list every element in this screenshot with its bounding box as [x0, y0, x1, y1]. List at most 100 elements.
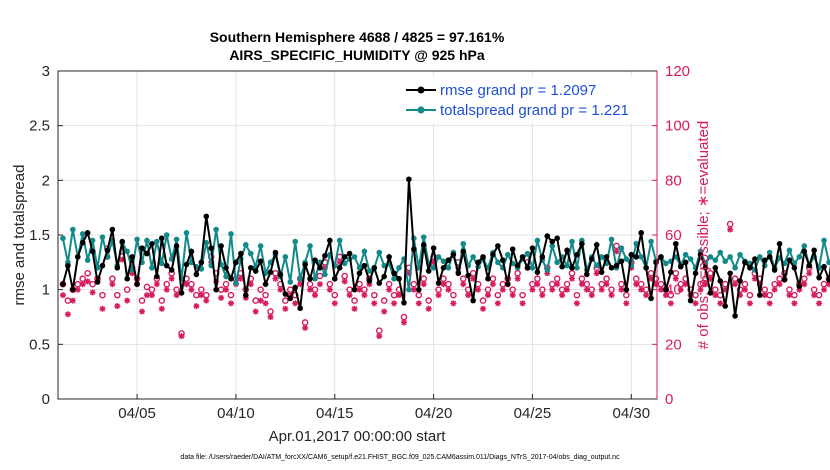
rmse-point: [658, 254, 664, 260]
totalspread-point: [124, 248, 130, 255]
obs-evaluated-marker: [460, 281, 467, 288]
rmse-point: [490, 251, 496, 258]
obs-evaluated-marker: [336, 259, 343, 266]
obs-evaluated-marker: [114, 303, 121, 310]
obs-possible-marker: [371, 291, 378, 299]
obs-evaluated-marker: [79, 281, 86, 288]
obs-possible-marker: [257, 286, 264, 293]
rmse-point: [346, 250, 353, 257]
x-tick-label: 04/05: [118, 405, 156, 422]
rmse-point: [262, 281, 269, 288]
obs-evaluated-marker: [203, 297, 210, 304]
obs-evaluated-marker: [756, 281, 763, 288]
obs-evaluated-marker: [554, 281, 561, 288]
totalspread-point: [687, 256, 694, 262]
rmse-point: [84, 230, 91, 236]
obs-evaluated-marker: [653, 281, 660, 288]
obs-evaluated-marker: [593, 270, 600, 277]
chart-subtitle: AIRS_SPECIFIC_HUMIDITY @ 925 hPa: [229, 47, 485, 63]
rmse-point: [233, 259, 239, 266]
rmse-point: [401, 299, 407, 306]
rmse-point: [158, 235, 165, 242]
totalspread-point: [154, 238, 160, 245]
obs-possible-marker: [637, 280, 645, 288]
rmse-point: [198, 259, 205, 266]
rmse-point: [287, 295, 294, 302]
rmse-point: [495, 243, 501, 249]
obs-possible-marker: [583, 280, 591, 288]
obs-evaluated-marker: [489, 281, 496, 288]
totalspread-point: [322, 271, 328, 278]
rmse-point: [826, 277, 830, 283]
obs-evaluated-marker: [218, 294, 225, 301]
rmse-point: [663, 286, 669, 293]
obs-possible-marker: [336, 253, 344, 261]
totalspread-point: [529, 265, 536, 271]
obs-evaluated-marker: [475, 286, 482, 293]
totalspread-point: [727, 254, 733, 260]
obs-evaluated-marker: [346, 292, 353, 299]
rmse-point: [584, 271, 590, 278]
rmse-point: [104, 247, 111, 254]
obs-evaluated-marker: [667, 300, 674, 307]
obs-evaluated-marker: [227, 300, 234, 307]
totalspread-point: [801, 243, 808, 249]
obs-evaluated-marker: [662, 292, 669, 299]
totalspread-point: [307, 243, 313, 249]
totalspread-point: [524, 250, 531, 257]
totalspread-point: [786, 247, 793, 254]
rmse-point: [119, 238, 126, 245]
obs-evaluated-marker: [776, 281, 783, 288]
obs-possible-marker: [64, 297, 72, 304]
obs-evaluated-marker: [539, 292, 546, 299]
obs-possible-marker: [578, 275, 586, 283]
obs-evaluated-marker: [484, 292, 491, 299]
obs-possible-marker: [316, 272, 324, 280]
obs-possible-marker: [499, 280, 507, 288]
rmse-point: [544, 233, 551, 239]
obs-evaluated-marker: [549, 286, 556, 293]
rmse-point: [223, 265, 229, 271]
rmse-point: [569, 265, 575, 271]
totalspread-point: [796, 254, 803, 260]
obs-possible-marker: [786, 286, 793, 293]
totalspread-point: [70, 226, 76, 233]
obs-evaluated-marker: [697, 286, 704, 293]
obs-evaluated-marker: [410, 286, 417, 293]
obs-evaluated-marker: [598, 286, 605, 293]
obs-possible-marker: [568, 269, 576, 277]
obs-evaluated-marker: [786, 292, 793, 299]
obs-evaluated-marker: [400, 319, 407, 326]
totalspread-point: [223, 273, 229, 280]
obs-possible-marker: [326, 280, 334, 288]
totalspread-point: [79, 231, 86, 237]
obs-evaluated-marker: [139, 308, 146, 315]
rmse-point: [282, 291, 289, 297]
totalspread-point: [470, 254, 476, 260]
obs-evaluated-marker: [722, 286, 729, 293]
rmse-point: [396, 275, 402, 282]
obs-evaluated-marker: [583, 286, 590, 293]
obs-evaluated-marker: [821, 286, 828, 293]
totalspread-point: [598, 254, 605, 260]
rmse-point: [188, 248, 195, 255]
obs-evaluated-marker: [331, 300, 338, 307]
rmse-point: [653, 259, 659, 266]
obs-possible-marker: [459, 275, 467, 283]
totalspread-point: [608, 236, 615, 243]
rmse-point: [430, 245, 437, 251]
rmse-point: [425, 268, 432, 274]
totalspread-point: [766, 249, 773, 256]
rmse-point: [60, 281, 66, 288]
rmse-point: [593, 242, 600, 248]
rmse-point: [727, 270, 733, 277]
obs-possible-marker: [573, 291, 581, 299]
totalspread-point: [60, 235, 66, 242]
rmse-point: [638, 230, 644, 236]
legend-box: [400, 77, 652, 123]
obs-evaluated-marker: [588, 292, 595, 299]
obs-evaluated-marker: [153, 281, 160, 288]
obs-evaluated-marker: [89, 289, 96, 296]
y-axis-ticks: 0 0.5 1 1.5 2 2.5 3: [29, 63, 63, 408]
